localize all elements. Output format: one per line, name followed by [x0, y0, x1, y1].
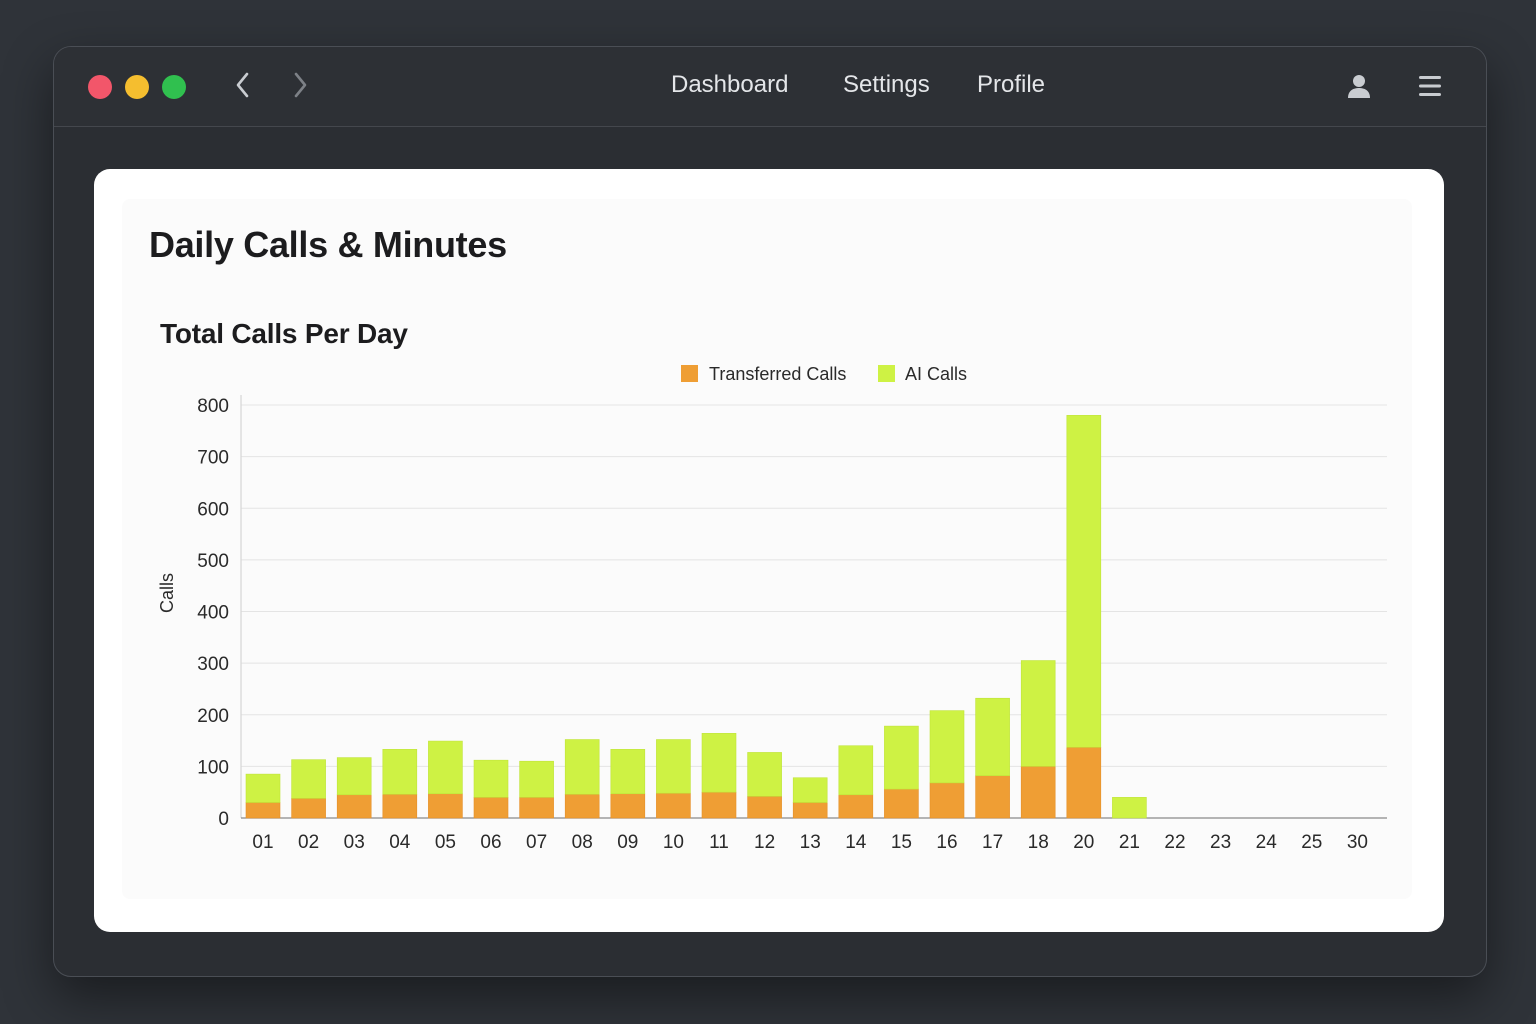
bar-transferred-01[interactable] — [245, 802, 281, 819]
y-tick-label: 0 — [218, 809, 229, 830]
bar-transferred-17[interactable] — [975, 775, 1010, 819]
x-tick-label: 17 — [982, 832, 1003, 853]
nav-link-settings[interactable]: Settings — [843, 71, 930, 98]
x-tick-label: 13 — [800, 832, 821, 853]
y-tick-label: 200 — [197, 706, 229, 727]
x-tick-label: 12 — [754, 832, 775, 853]
bar-transferred-08[interactable] — [564, 793, 600, 819]
bar-ai-05[interactable] — [428, 740, 463, 795]
bar-ai-04[interactable] — [382, 749, 418, 795]
x-tick-label: 24 — [1256, 832, 1278, 853]
chart-title: Total Calls Per Day — [160, 318, 408, 349]
x-tick-label: 18 — [1028, 832, 1049, 853]
bar-ai-20[interactable] — [1066, 415, 1102, 748]
legend-swatch — [878, 365, 895, 382]
x-tick-label: 16 — [936, 832, 957, 853]
x-tick-label: 08 — [572, 832, 593, 853]
x-tick-label: 23 — [1210, 832, 1231, 853]
x-tick-label: 02 — [298, 832, 319, 853]
bar-transferred-16[interactable] — [929, 782, 965, 819]
x-tick-label: 05 — [435, 832, 456, 853]
bar-transferred-14[interactable] — [838, 794, 874, 819]
calls-bar-chart: 0 100 200 300 400 500 600 700 800 01 02 03 04 05 06 07… — [157, 364, 1387, 853]
y-tick-label: 300 — [197, 654, 229, 675]
x-tick-label: 25 — [1301, 832, 1322, 853]
nav-link-dashboard[interactable]: Dashboard — [671, 71, 789, 98]
x-tick-label: 03 — [344, 832, 365, 853]
maximize-window-button[interactable] — [162, 75, 186, 99]
bar-transferred-05[interactable] — [428, 793, 463, 819]
legend-label: Transferred Calls — [709, 364, 846, 384]
bar-ai-03[interactable] — [336, 757, 372, 796]
minimize-window-button[interactable] — [125, 75, 149, 99]
y-tick-label: 400 — [197, 603, 229, 624]
x-tick-label: 20 — [1073, 832, 1094, 853]
dashboard-card: Daily Calls & Minutes Total Calls Per Da… — [94, 169, 1444, 932]
nav-link-profile[interactable]: Profile — [977, 71, 1046, 98]
x-tick-label: 21 — [1119, 832, 1140, 853]
bar-ai-10[interactable] — [656, 739, 691, 794]
x-tick-label: 04 — [389, 832, 411, 853]
bar-ai-09[interactable] — [610, 749, 646, 795]
bar-ai-01[interactable] — [245, 773, 281, 803]
bar-transferred-06[interactable] — [473, 797, 509, 819]
bar-transferred-03[interactable] — [336, 794, 372, 819]
y-tick-label: 700 — [197, 448, 229, 469]
bar-transferred-18[interactable] — [1020, 766, 1056, 819]
back-button[interactable] — [225, 67, 261, 103]
bar-transferred-09[interactable] — [610, 793, 646, 819]
y-tick-label: 600 — [197, 499, 229, 520]
x-tick-label: 07 — [526, 832, 547, 853]
forward-button[interactable] — [282, 67, 318, 103]
x-tick-label: 22 — [1164, 832, 1185, 853]
bar-ai-12[interactable] — [747, 752, 782, 797]
bar-transferred-15[interactable] — [884, 788, 919, 819]
bar-ai-17[interactable] — [975, 697, 1010, 776]
bar-transferred-02[interactable] — [291, 798, 326, 819]
x-tick-label: 11 — [709, 832, 729, 853]
x-tick-label: 09 — [617, 832, 638, 853]
bar-ai-11[interactable] — [701, 733, 737, 793]
y-tick-label: 100 — [197, 757, 229, 778]
app-window: Dashboard Settings Profile Daily Calls &… — [53, 46, 1487, 977]
bar-transferred-07[interactable] — [519, 797, 554, 819]
x-tick-label: 15 — [891, 832, 912, 853]
title-bar: Dashboard Settings Profile — [54, 47, 1486, 127]
x-tick-label: 30 — [1347, 832, 1368, 853]
hamburger-menu-icon — [1419, 76, 1441, 96]
bar-transferred-12[interactable] — [747, 796, 782, 819]
legend-label: AI Calls — [905, 364, 967, 384]
bar-ai-06[interactable] — [473, 759, 509, 798]
chevron-right-icon — [294, 72, 307, 98]
x-tick-label: 10 — [663, 832, 684, 853]
bar-ai-07[interactable] — [519, 760, 554, 798]
close-window-button[interactable] — [88, 75, 112, 99]
menu-button[interactable] — [1413, 69, 1447, 103]
bar-transferred-20[interactable] — [1066, 746, 1102, 819]
y-axis-label: Calls — [157, 573, 177, 613]
bar-transferred-04[interactable] — [382, 793, 418, 819]
x-tick-label: 01 — [252, 832, 273, 853]
card-title: Daily Calls & Minutes — [149, 224, 507, 265]
legend-swatch — [681, 365, 698, 382]
bar-transferred-10[interactable] — [656, 792, 691, 819]
bar-ai-16[interactable] — [929, 710, 965, 784]
bar-transferred-11[interactable] — [701, 791, 737, 819]
y-tick-label: 800 — [197, 396, 229, 417]
bar-ai-02[interactable] — [291, 759, 326, 799]
user-icon — [1348, 75, 1370, 98]
bar-ai-13[interactable] — [792, 777, 828, 803]
bar-ai-08[interactable] — [564, 739, 600, 795]
chevron-left-icon — [236, 72, 249, 98]
x-tick-label: 14 — [845, 832, 867, 853]
bar-ai-21[interactable] — [1112, 797, 1147, 819]
bar-ai-14[interactable] — [838, 745, 874, 796]
bar-ai-15[interactable] — [884, 725, 919, 790]
x-tick-label: 06 — [480, 832, 501, 853]
bar-transferred-13[interactable] — [792, 802, 828, 819]
y-tick-label: 500 — [197, 551, 229, 572]
bar-ai-18[interactable] — [1020, 660, 1056, 767]
user-account-button[interactable] — [1342, 69, 1376, 103]
